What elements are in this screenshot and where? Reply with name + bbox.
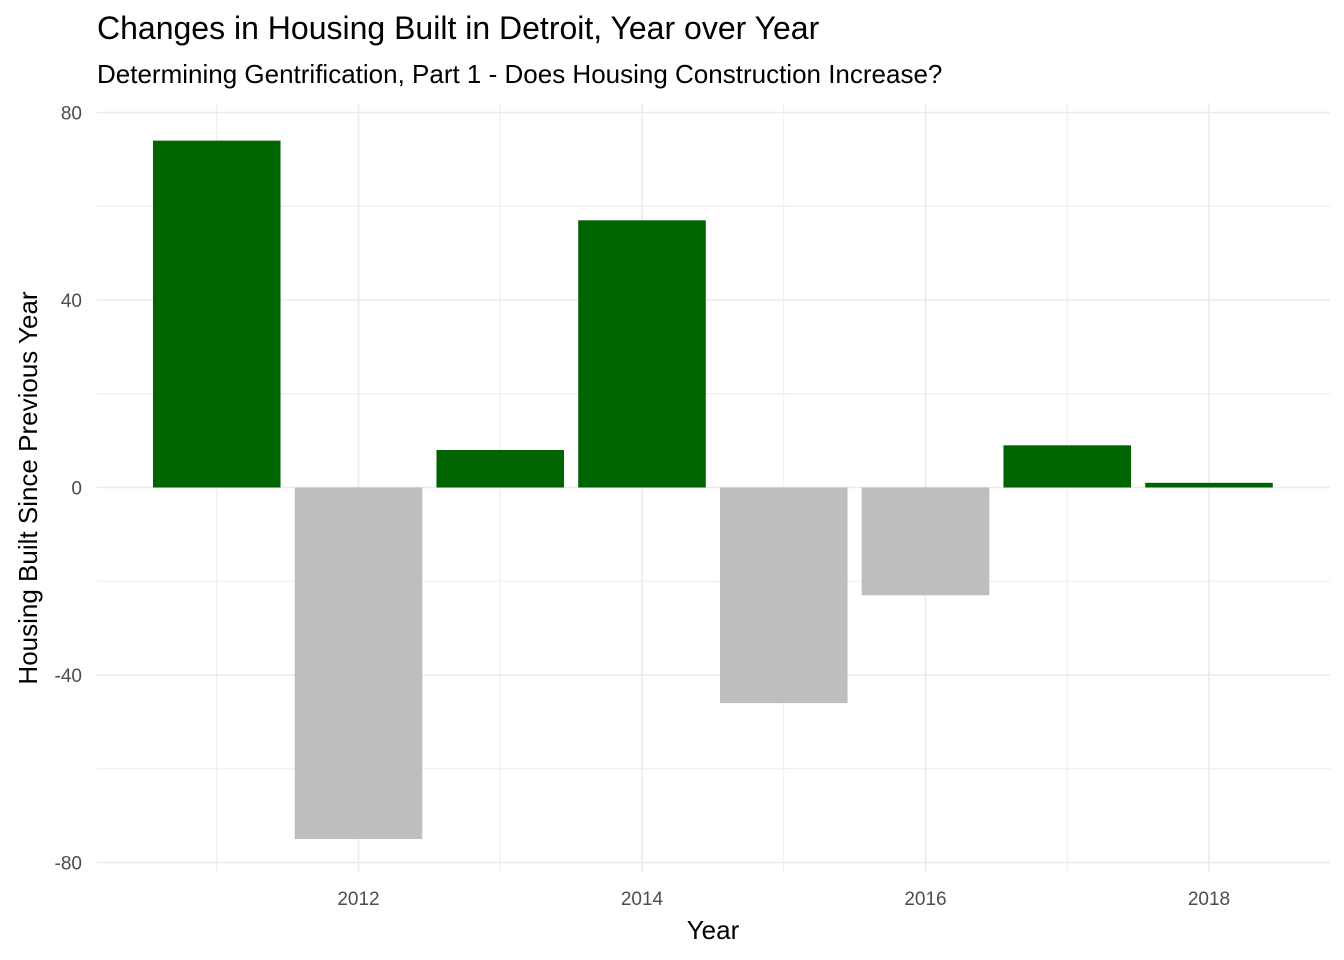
x-tick-label: 2018 bbox=[1188, 889, 1230, 910]
bar-2015 bbox=[719, 487, 848, 704]
x-tick-label: 2016 bbox=[904, 889, 946, 910]
gridlines bbox=[97, 103, 1330, 872]
bar-2014 bbox=[578, 220, 706, 488]
bar-2012 bbox=[294, 487, 423, 840]
y-tick-label: 0 bbox=[71, 479, 82, 500]
y-tick-label: 40 bbox=[61, 291, 82, 312]
y-axis-title: Housing Built Since Previous Year bbox=[13, 291, 43, 684]
x-tick-label: 2012 bbox=[337, 889, 379, 910]
y-tick-label: 80 bbox=[61, 104, 82, 125]
x-axis-ticks: 2012 2014 2016 2018 bbox=[337, 889, 1230, 910]
bar-2018 bbox=[1145, 482, 1273, 488]
chart-subtitle: Determining Gentrification, Part 1 - Doe… bbox=[97, 59, 943, 89]
bar-2011 bbox=[152, 140, 281, 488]
bars bbox=[152, 140, 1273, 840]
y-tick-label: -40 bbox=[55, 666, 82, 687]
x-tick-label: 2014 bbox=[621, 889, 664, 910]
bar-2013 bbox=[436, 450, 565, 488]
bar-2016 bbox=[861, 487, 990, 596]
x-axis-title: Year bbox=[687, 915, 740, 945]
chart-title: Changes in Housing Built in Detroit, Yea… bbox=[97, 10, 820, 46]
y-axis-ticks: 80 40 0 -40 -80 bbox=[55, 104, 82, 875]
y-tick-label: -80 bbox=[55, 854, 82, 875]
bar-2017 bbox=[1003, 445, 1132, 488]
